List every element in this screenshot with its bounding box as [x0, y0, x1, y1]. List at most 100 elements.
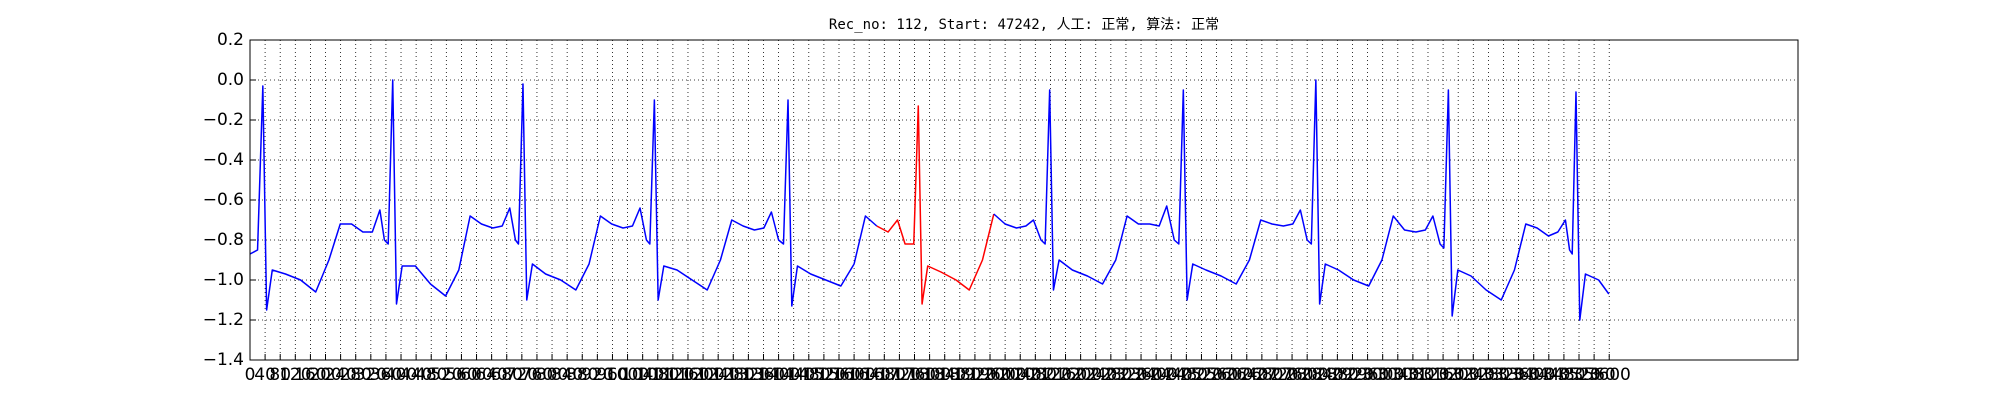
- x-tick-label: 1320: [727, 365, 770, 385]
- x-tick-label: 240: [324, 365, 356, 385]
- ecg-line: [876, 105, 995, 305]
- x-tick-label: 600: [460, 365, 492, 385]
- x-tick-label: 3080: [1391, 365, 1434, 385]
- x-tick-label: 2520: [1180, 365, 1223, 385]
- x-tick-label: 1560: [817, 365, 860, 385]
- x-tick-label: 3280: [1467, 365, 1510, 385]
- x-tick-label: 400: [385, 365, 417, 385]
- x-tick-label: 1480: [787, 365, 830, 385]
- x-tick-label: 2480: [1165, 365, 1208, 385]
- x-tick-label: 1960: [968, 365, 1011, 385]
- x-tick-label: 2960: [1346, 365, 1389, 385]
- y-tick-label: 0.0: [217, 70, 244, 90]
- x-tick-label: 1000: [606, 365, 649, 385]
- x-tick-label: 120: [279, 365, 311, 385]
- y-tick-label: −1.2: [203, 310, 244, 330]
- x-tick-label: 1360: [742, 365, 785, 385]
- x-tick-label: 2240: [1074, 365, 1117, 385]
- x-tick-label: 1200: [681, 365, 724, 385]
- x-tick-label: 2280: [1089, 365, 1132, 385]
- x-tick-label: 2320: [1104, 365, 1147, 385]
- x-tick-label: 3440: [1527, 365, 1570, 385]
- x-tick-label: 3400: [1512, 365, 1555, 385]
- x-tick-label: 1720: [878, 365, 921, 385]
- y-tick-label: −0.6: [203, 190, 244, 210]
- x-tick-label: 2880: [1316, 365, 1359, 385]
- x-tick-label: 2120: [1029, 365, 1072, 385]
- y-tick-label: −1.0: [203, 270, 244, 290]
- x-tick-label: 3320: [1482, 365, 1525, 385]
- x-tick-label: 2800: [1286, 365, 1329, 385]
- x-tick-label: 3480: [1542, 365, 1585, 385]
- x-tick-label: 880: [566, 365, 598, 385]
- x-tick-label: 2000: [983, 365, 1026, 385]
- x-tick-label: 3120: [1406, 365, 1449, 385]
- x-tick-label: 2600: [1210, 365, 1253, 385]
- x-tick-label: 360: [370, 365, 402, 385]
- ecg-line: [249, 79, 878, 311]
- x-tick-label: 1120: [651, 365, 694, 385]
- x-tick-label: 1280: [712, 365, 755, 385]
- x-tick-label: 320: [355, 365, 387, 385]
- x-tick-label: 1240: [697, 365, 740, 385]
- x-tick-label: 440: [400, 365, 432, 385]
- x-tick-label: 480: [415, 365, 447, 385]
- x-tick-label: 560: [445, 365, 477, 385]
- x-tick-label: 280: [339, 365, 371, 385]
- x-tick-label: 1400: [757, 365, 800, 385]
- x-tick-label: 3200: [1437, 365, 1480, 385]
- x-tick-label: 680: [491, 365, 523, 385]
- x-tick-label: 840: [551, 365, 583, 385]
- x-tick-label: 2640: [1225, 365, 1268, 385]
- x-tick-label: 2200: [1059, 365, 1102, 385]
- x-tick-label: 3360: [1497, 365, 1540, 385]
- x-tick-label: 1800: [908, 365, 951, 385]
- x-tick-label: 1040: [621, 365, 664, 385]
- x-tick-label: 2560: [1195, 365, 1238, 385]
- y-tick-label: −1.4: [203, 350, 244, 370]
- x-tick-label: 1840: [923, 365, 966, 385]
- x-tick-label: 3040: [1376, 365, 1419, 385]
- x-tick-label: 2160: [1044, 365, 1087, 385]
- x-tick-label: 3520: [1557, 365, 1600, 385]
- x-tick-label: 1880: [938, 365, 981, 385]
- x-tick-label: 80: [269, 365, 291, 385]
- x-tick-label: 160: [294, 365, 326, 385]
- x-tick-label: 1520: [802, 365, 845, 385]
- x-tick-label: 520: [430, 365, 462, 385]
- x-tick-label: 2840: [1301, 365, 1344, 385]
- x-tick-label: 1920: [953, 365, 996, 385]
- x-tick-label: 0: [245, 365, 256, 385]
- x-tick-label: 800: [536, 365, 568, 385]
- x-tick-label: 3000: [1361, 365, 1404, 385]
- x-tick-label: 1080: [636, 365, 679, 385]
- x-tick-label: 2680: [1240, 365, 1283, 385]
- x-tick-label: 200: [309, 365, 341, 385]
- x-tick-label: 2400: [1135, 365, 1178, 385]
- x-tick-label: 760: [521, 365, 553, 385]
- ecg-line: [993, 79, 1610, 321]
- x-tick-label: 3600: [1588, 365, 1631, 385]
- x-tick-label: 920: [581, 365, 613, 385]
- x-tick-label: 1440: [772, 365, 815, 385]
- x-tick-label: 1680: [863, 365, 906, 385]
- x-tick-label: 640: [475, 365, 507, 385]
- x-tick-label: 1160: [666, 365, 709, 385]
- x-tick-label: 2360: [1119, 365, 1162, 385]
- x-tick-label: 3560: [1572, 365, 1615, 385]
- x-tick-label: 2720: [1255, 365, 1298, 385]
- x-tick-label: 1760: [893, 365, 936, 385]
- y-tick-label: 0.2: [217, 30, 244, 50]
- x-tick-label: 3160: [1421, 365, 1464, 385]
- y-tick-label: −0.2: [203, 110, 244, 130]
- x-tick-label: 2760: [1270, 365, 1313, 385]
- plot-frame: [249, 39, 1799, 361]
- x-tick-label: 2040: [999, 365, 1042, 385]
- chart-title: Rec_no: 112, Start: 47242, 人工: 正常, 算法: 正…: [829, 17, 1219, 33]
- y-tick-label: −0.4: [203, 150, 244, 170]
- x-tick-label: 2440: [1150, 365, 1193, 385]
- x-tick-label: 2080: [1014, 365, 1057, 385]
- x-tick-label: 1640: [848, 365, 891, 385]
